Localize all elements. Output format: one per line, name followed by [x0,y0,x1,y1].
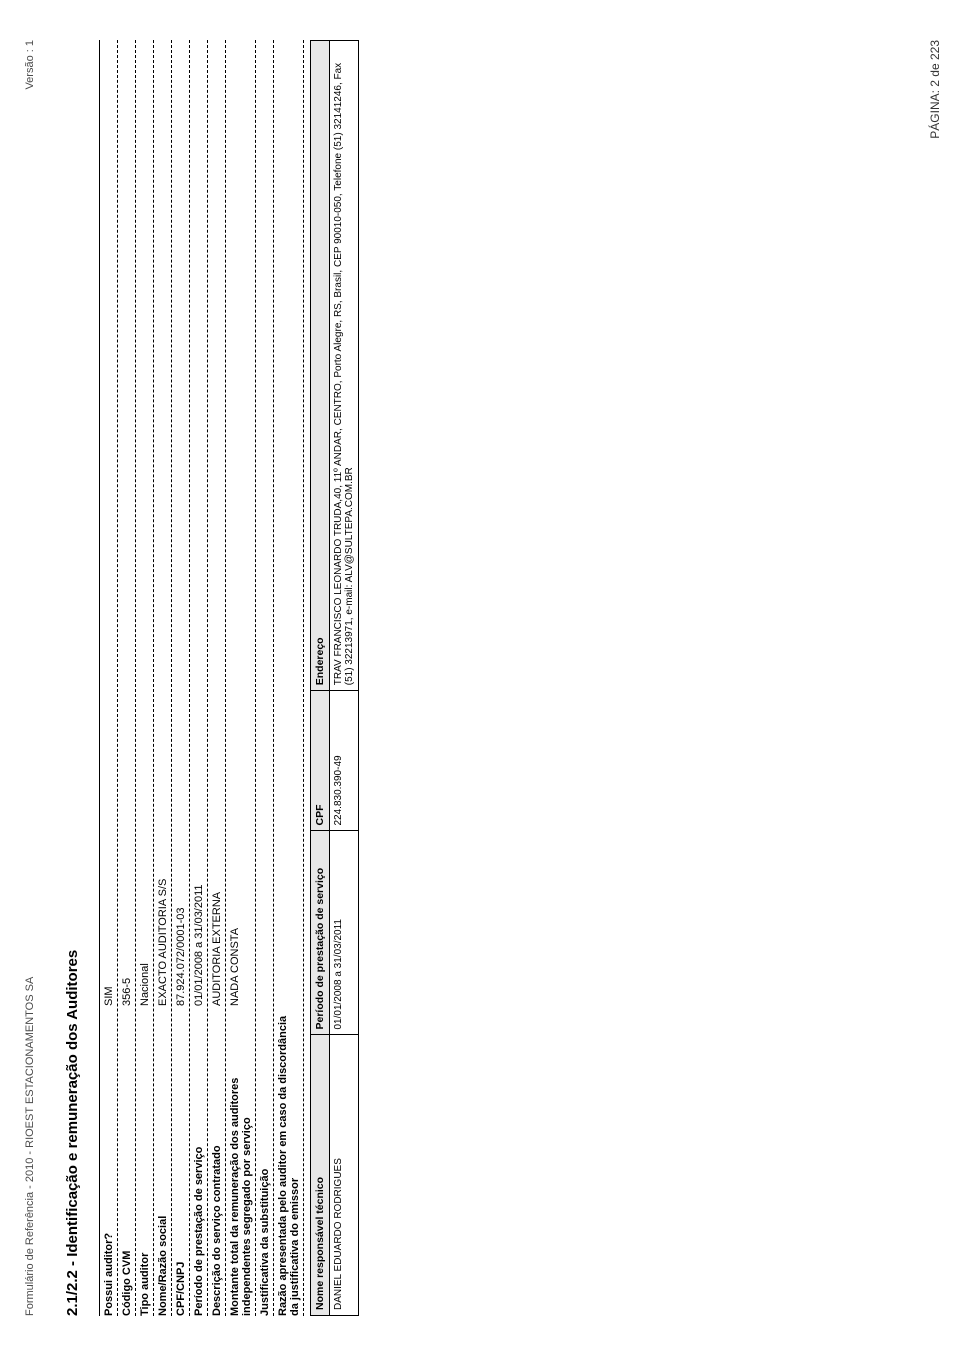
version-label: Versão : 1 [24,40,36,90]
field-label: CPF/CNPJ [175,1006,187,1316]
responsible-table: Nome responsável técnico Período de pres… [310,40,359,1316]
field-value: NADA CONSTA [229,40,253,1006]
document-sheet: Formulário de Referência - 2010 - RIOEST… [0,0,960,1352]
field-row: CPF/CNPJ 87.924.072/0001-03 [172,40,190,1316]
field-label: Nome/Razão social [157,1006,169,1316]
page-container: Formulário de Referência - 2010 - RIOEST… [0,0,960,1352]
field-label: Montante total da remuneração dos audito… [229,1006,253,1316]
field-value [277,40,301,1006]
page-footer: PÁGINA: 2 de 223 [928,40,942,139]
fields-block: Possui auditor? SIM Código CVM 356-5 Tip… [99,40,304,1316]
field-label: Possui auditor? [103,1006,115,1316]
document-header: Formulário de Referência - 2010 - RIOEST… [24,40,36,1316]
field-value: 356-5 [121,40,133,1006]
field-row: Código CVM 356-5 [118,40,136,1316]
field-row: Montante total da remuneração dos audito… [226,40,256,1316]
cell-nome: DANIEL EDUARDO RODRIGUES [330,1035,359,1316]
doc-title: Formulário de Referência - 2010 - RIOEST… [24,977,36,1316]
section-title: 2.1/2.2 - Identificação e remuneração do… [64,40,81,1316]
field-label: Razão apresentada pelo auditor em caso d… [277,1006,301,1316]
field-row: Razão apresentada pelo auditor em caso d… [274,40,304,1316]
col-header-endereco: Endereço [311,41,330,691]
col-header-cpf: CPF [311,691,330,831]
field-row: Possui auditor? SIM [99,40,118,1316]
field-label: Tipo auditor [139,1006,151,1316]
field-label: Justificativa da substituição [259,1006,271,1316]
field-value: EXACTO AUDITORIA S/S [157,40,169,1006]
field-row: Período de prestação de serviço 01/01/20… [190,40,208,1316]
cell-endereco: TRAV FRANCISCO LEONARDO TRUDA,40, 11º AN… [330,41,359,691]
field-value [259,40,271,1006]
cell-cpf: 224.830.390-49 [330,691,359,831]
table-row: DANIEL EDUARDO RODRIGUES 01/01/2008 a 31… [330,41,359,1316]
field-row: Justificativa da substituição [256,40,274,1316]
field-value: 87.924.072/0001-03 [175,40,187,1006]
field-label: Descrição do serviço contratado [211,1006,223,1316]
field-row: Nome/Razão social EXACTO AUDITORIA S/S [154,40,172,1316]
field-row: Tipo auditor Nacional [136,40,154,1316]
field-value: SIM [103,40,115,1006]
cell-periodo: 01/01/2008 a 31/03/2011 [330,831,359,1035]
field-value: AUDITORIA EXTERNA [211,40,223,1006]
table-header-row: Nome responsável técnico Período de pres… [311,41,330,1316]
col-header-nome: Nome responsável técnico [311,1035,330,1316]
field-value: 01/01/2008 a 31/03/2011 [193,40,205,1006]
col-header-periodo: Período de prestação de serviço [311,831,330,1035]
field-label: Código CVM [121,1006,133,1316]
field-row: Descrição do serviço contratado AUDITORI… [208,40,226,1316]
field-label: Período de prestação de serviço [193,1006,205,1316]
field-value: Nacional [139,40,151,1006]
